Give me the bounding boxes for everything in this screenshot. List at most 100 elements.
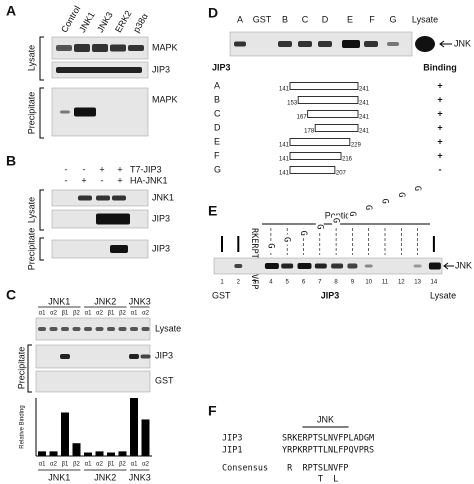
row-label: T7-JIP3 [130,164,162,174]
band [110,44,126,52]
group-label: JNK2 [94,296,116,306]
construct-bar [289,166,336,174]
band [281,263,294,269]
x-tick-label: β1 [108,462,115,468]
blot [35,317,151,341]
substitution: G [363,205,373,210]
band [298,41,312,47]
blot-label: JIP3 [152,213,170,223]
isoform-label: β1 [108,311,115,317]
group-label: Lysate [26,197,36,223]
x-tick-label: β2 [119,462,126,468]
mask [364,202,373,213]
lane-number: 12 [398,280,405,286]
header: JNK [317,414,334,424]
band [428,262,441,270]
group-label: Precipitate [26,92,36,135]
blot-label: JNK1 [152,192,174,202]
lane-group: JIP3 [321,290,340,300]
band [318,41,332,47]
row-seq: SRKERPTSLNVFPLADGM [282,434,374,444]
construct-start: 141 [279,171,290,177]
band [342,40,360,48]
blot [51,239,149,259]
bar [118,451,127,456]
band [234,41,246,47]
panel-label: D [208,5,218,21]
arrow [439,40,452,48]
construct-start: 153 [287,101,298,107]
sign: + [81,175,86,185]
blot [213,257,443,275]
binding: + [437,80,442,90]
lane-number: 13 [414,280,421,286]
panel-label: A [6,3,16,19]
arrow [443,262,454,270]
target-label: JNK [455,260,472,270]
mask [397,189,406,200]
construct-start: 141 [279,143,290,149]
isoform-label: α2 [50,311,57,317]
band [110,245,128,253]
mask [332,215,341,226]
substitution: G [298,231,308,236]
x-tick-label: α1 [39,462,46,468]
band [96,213,130,225]
lane-number: 14 [431,280,438,286]
band [314,263,327,269]
x-tick-label: α2 [142,462,149,468]
mask [348,209,357,219]
mask [283,234,292,245]
band [141,327,150,331]
band [56,67,142,73]
group-label: JNK1 [48,296,70,306]
construct-bar [297,96,359,104]
band [129,354,139,359]
band [130,327,138,331]
binding: + [437,108,442,118]
substitution: G [412,186,422,191]
isoform-label: β2 [119,311,126,317]
band [61,327,69,331]
mask [299,228,308,239]
header: Peptide [325,210,356,220]
sign: + [99,164,104,174]
blot-label: MAPK [152,42,178,52]
band [60,110,70,114]
construct-name: A [214,80,220,90]
mask [381,196,389,207]
band [387,42,399,46]
bracket [39,36,44,81]
sign: + [117,164,122,174]
bracket [39,87,44,139]
row-name: JIP3 [222,434,242,444]
lane-label: D [322,14,329,24]
band [128,45,144,51]
lane-label: A [237,14,243,24]
lane-label: Lysate [412,14,438,24]
panel-label: C [6,287,16,303]
substitution: G [314,224,324,229]
lane-label: JNK1 [77,10,97,34]
bracket [27,344,32,393]
row-label: HA-JNK1 [130,175,168,185]
lane-group: GST [212,290,231,300]
lane-label: F [369,14,375,24]
x-tick-label: α2 [50,462,57,468]
construct-bar [307,110,359,118]
construct-name: F [214,150,220,160]
mask [413,183,422,194]
band [95,327,104,331]
construct-start: 141 [279,157,290,163]
construct-name: G [214,164,221,174]
blot-label: JIP3 [152,64,170,74]
substitution: G [347,211,357,216]
isoform-label: α1 [39,311,46,317]
lane-number: 3 [253,280,257,286]
construct-bar [289,138,351,146]
lane-label: JNK3 [95,10,115,34]
band [278,41,292,47]
bar [95,451,104,456]
row-name: Consensus [222,464,268,474]
band [364,264,373,268]
